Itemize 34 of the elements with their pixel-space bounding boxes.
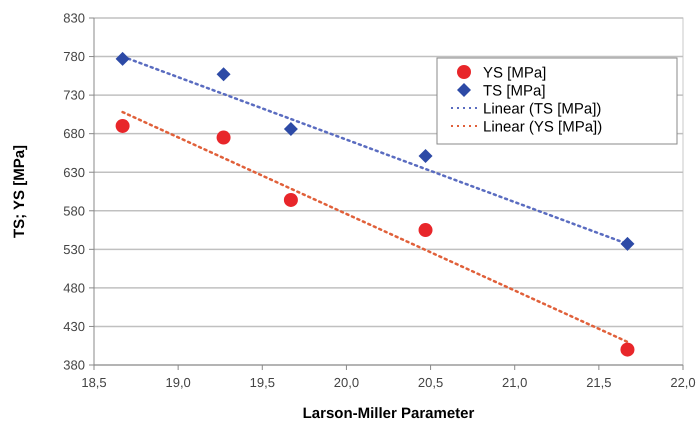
legend-label: TS [MPa]	[483, 82, 546, 100]
y-tick-label: 780	[63, 49, 85, 64]
y-tick-label: 630	[63, 164, 85, 180]
legend-label: Linear (YS [MPa])	[483, 118, 602, 136]
x-tick-label: 20,5	[418, 375, 444, 390]
point	[216, 67, 231, 82]
y-tick-label: 380	[63, 358, 85, 373]
x-tick-label: 22,0	[670, 375, 696, 390]
x-tick-label: 20,0	[334, 375, 360, 390]
point	[216, 130, 231, 145]
y-tick-label: 830	[63, 10, 85, 26]
point	[116, 118, 130, 133]
x-tick-label: 21,5	[586, 375, 612, 390]
point	[284, 122, 298, 136]
point	[620, 342, 634, 357]
x-tick-label: 18,5	[81, 375, 107, 390]
y-tick-label: 730	[63, 88, 85, 103]
y-tick-label: 480	[63, 280, 85, 296]
y-axis-title: TS; YS [MPa]	[11, 144, 28, 238]
legend-label: Linear (TS [MPa])	[483, 100, 602, 118]
x-tick-label: 19,0	[165, 375, 191, 390]
point	[116, 52, 130, 66]
point	[418, 223, 433, 238]
x-tick-label: 19,5	[250, 375, 275, 390]
x-axis-title: Larson-Miller Parameter	[302, 405, 475, 422]
point	[418, 149, 433, 164]
point	[284, 192, 298, 207]
y-tick-label: 680	[63, 126, 85, 142]
y-tick-label: 430	[63, 318, 85, 334]
point	[620, 236, 634, 251]
legend-label: YS [MPa]	[483, 64, 546, 82]
y-tick-label: 530	[63, 242, 85, 257]
x-tick-label: 21,0	[502, 375, 528, 390]
y-tick-label: 580	[63, 203, 85, 218]
